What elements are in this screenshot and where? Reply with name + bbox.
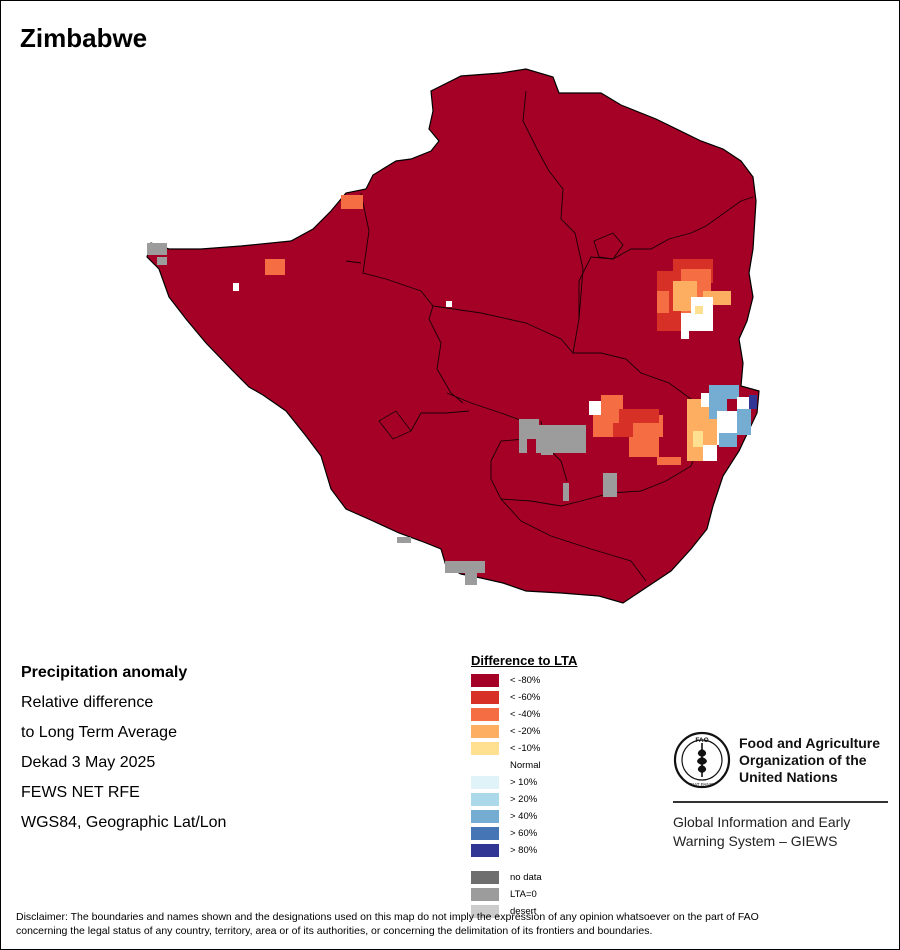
legend-label: < -20% xyxy=(510,726,541,737)
legend-label: > 80% xyxy=(510,845,538,856)
legend-swatch xyxy=(471,674,499,687)
legend-label: LTA=0 xyxy=(510,889,537,900)
anomaly-patches-northeast xyxy=(657,259,731,339)
map-info: Precipitation anomaly Relative differenc… xyxy=(21,658,226,838)
anomaly-patches-west xyxy=(233,195,452,307)
legend-item: > 80% xyxy=(471,842,577,859)
legend-item: > 10% xyxy=(471,774,577,791)
giews-line: Warning System – GIEWS xyxy=(673,833,838,849)
legend-label: > 40% xyxy=(510,811,538,822)
legend-label: desert xyxy=(510,906,537,917)
legend-label: > 10% xyxy=(510,777,538,788)
legend-item: no data xyxy=(471,869,577,886)
disclaimer-line: Disclaimer: The boundaries and names sho… xyxy=(16,911,759,923)
legend-title: Difference to LTA xyxy=(471,653,578,668)
fao-logo-icon: FAO FIAT PANIS xyxy=(673,731,731,789)
legend-swatch xyxy=(471,759,499,772)
legend-item: > 20% xyxy=(471,791,577,808)
legend-swatch xyxy=(471,793,499,806)
legend-swatch xyxy=(471,725,499,738)
legend-swatch xyxy=(471,742,499,755)
info-line: Relative difference xyxy=(21,694,154,711)
legend-item: < -80% xyxy=(471,672,577,689)
legend-label: > 60% xyxy=(510,828,538,839)
legend-item: Normal xyxy=(471,757,577,774)
legend-swatch xyxy=(471,708,499,721)
zimbabwe-country-fill xyxy=(146,68,760,604)
disclaimer: Disclaimer: The boundaries and names sho… xyxy=(16,910,896,938)
legend-label: > 20% xyxy=(510,794,538,805)
info-line: WGS84, Geographic Lat/Lon xyxy=(21,814,227,831)
legend-swatch xyxy=(471,827,499,840)
legend-label: < -80% xyxy=(510,675,541,686)
legend-label: no data xyxy=(510,872,542,883)
legend-item: LTA=0 xyxy=(471,886,577,903)
divider xyxy=(673,801,888,803)
fao-logo-motto: FIAT PANIS xyxy=(690,782,714,787)
legend-swatch xyxy=(471,905,499,918)
map-title: Zimbabwe xyxy=(20,23,148,53)
legend-label: Normal xyxy=(510,760,541,771)
legend-swatch xyxy=(471,691,499,704)
disclaimer-line: concerning the legal status of any count… xyxy=(16,925,653,937)
giews-name: Global Information and Early Warning Sys… xyxy=(673,813,850,851)
legend-label: < -10% xyxy=(510,743,541,754)
legend-item: < -40% xyxy=(471,706,577,723)
legend-item: desert xyxy=(471,903,577,920)
legend: Difference to LTA < -80% < -60% < -40% < -2… xyxy=(471,653,577,920)
legend-item: < -20% xyxy=(471,723,577,740)
legend-item: < -60% xyxy=(471,689,577,706)
legend-swatch xyxy=(471,871,499,884)
legend-item: < -10% xyxy=(471,740,577,757)
legend-swatch xyxy=(471,810,499,823)
legend-label: < -40% xyxy=(510,709,541,720)
legend-swatch xyxy=(471,776,499,789)
legend-swatch xyxy=(471,888,499,901)
info-line: to Long Term Average xyxy=(21,724,177,741)
legend-label: < -60% xyxy=(510,692,541,703)
legend-item: > 60% xyxy=(471,825,577,842)
info-line: Dekad 3 May 2025 xyxy=(21,754,156,771)
fao-org-line: Organization of the xyxy=(739,752,867,768)
legend-swatch xyxy=(471,844,499,857)
fao-org-line: United Nations xyxy=(739,769,838,785)
anomaly-patches-southeast xyxy=(589,385,757,465)
info-line: FEWS NET RFE xyxy=(21,784,140,801)
legend-item: > 40% xyxy=(471,808,577,825)
lta-zero-patches xyxy=(147,243,617,585)
fao-org-name: Food and Agriculture Organization of the… xyxy=(739,735,880,786)
info-heading: Precipitation anomaly xyxy=(21,664,188,681)
giews-line: Global Information and Early xyxy=(673,814,851,830)
fao-logo-letters: FAO xyxy=(695,737,708,744)
fao-org-line: Food and Agriculture xyxy=(739,735,881,751)
